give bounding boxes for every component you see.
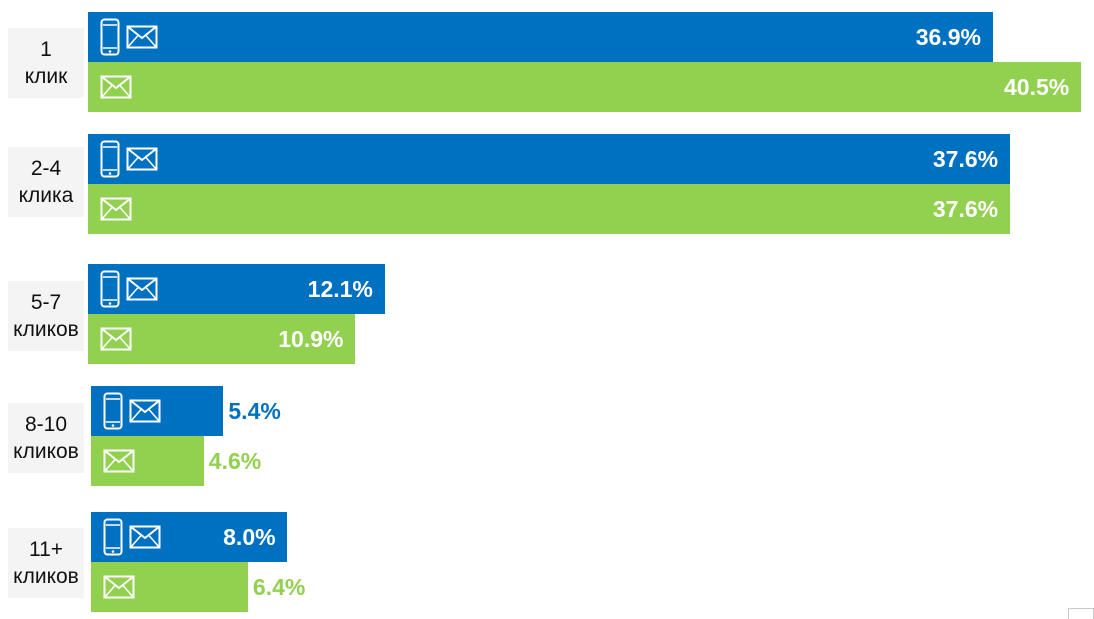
- value-label: 10.9%: [278, 326, 344, 352]
- bar-email: [88, 184, 1010, 234]
- bar-phone-and-email: [88, 12, 993, 62]
- category-label: 11+ кликов: [8, 528, 84, 598]
- value-label: 8.0%: [223, 524, 276, 550]
- bar-email: [88, 314, 356, 364]
- value-label: 12.1%: [307, 276, 373, 302]
- envelope-icon: [100, 75, 132, 99]
- category-label: 2-4 клика: [8, 147, 84, 217]
- phone-icon: [100, 140, 120, 178]
- bar-phone-and-email: [88, 134, 1010, 184]
- envelope-icon: [100, 327, 132, 351]
- envelope-icon: [126, 147, 158, 171]
- value-label: 5.4%: [228, 398, 281, 424]
- value-label: 37.6%: [932, 146, 999, 172]
- envelope-icon: [103, 575, 135, 599]
- value-label: 36.9%: [915, 24, 981, 50]
- envelope-icon: [103, 449, 135, 473]
- bar-phone-and-email: [91, 512, 288, 562]
- category-label: 5-7 кликов: [8, 281, 84, 351]
- phone-icon: [100, 18, 120, 56]
- corner-mark: [1068, 608, 1094, 619]
- envelope-icon: [126, 277, 158, 301]
- bar-icons: [100, 12, 158, 62]
- bar-icons: [100, 184, 132, 234]
- phone-icon: [103, 392, 123, 430]
- envelope-icon: [100, 197, 132, 221]
- envelope-icon: [129, 525, 161, 549]
- value-label: 6.4%: [252, 574, 306, 600]
- bar-icons: [103, 562, 135, 612]
- bar-icons: [100, 62, 132, 112]
- bar-icons: [103, 512, 161, 562]
- bar-icons: [100, 264, 158, 314]
- envelope-icon: [129, 399, 161, 423]
- value-label: 37.6%: [932, 196, 999, 222]
- phone-icon: [103, 518, 123, 556]
- category-label: 1 клик: [8, 28, 84, 98]
- value-label: 40.5%: [1004, 74, 1070, 100]
- bar-icons: [100, 314, 132, 364]
- bar-icons: [100, 134, 158, 184]
- phone-icon: [100, 270, 120, 308]
- bar-email: [91, 436, 204, 486]
- bar-email: [88, 62, 1081, 112]
- value-label: 4.6%: [208, 448, 262, 474]
- bar-icons: [103, 436, 135, 486]
- bar-icons: [103, 386, 161, 436]
- envelope-icon: [126, 25, 158, 49]
- category-label: 8-10 кликов: [8, 403, 84, 473]
